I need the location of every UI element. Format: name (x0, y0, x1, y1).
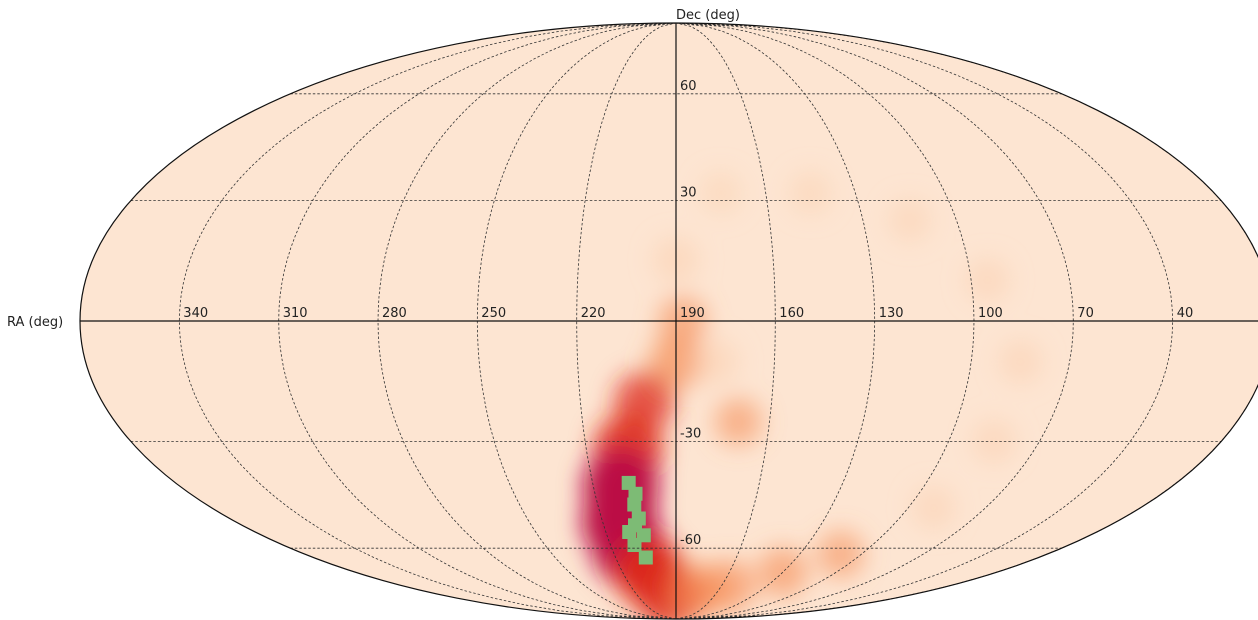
ra-tick-label: 220 (581, 306, 606, 321)
dec-tick-label: 30 (680, 186, 697, 201)
meridian-line (278, 22, 677, 620)
probability-blob-20 (817, 530, 865, 579)
probability-blob-4 (887, 198, 932, 242)
observation-tile-7 (627, 538, 642, 552)
ra-tick-label: 250 (481, 306, 506, 321)
ra-tick-label: 100 (978, 306, 1003, 321)
dec-tick-label: 60 (680, 79, 697, 94)
observation-tile-5 (622, 525, 637, 539)
ra-tick-label: 130 (879, 306, 904, 321)
ra-tick-label: 160 (779, 306, 804, 321)
x-axis-label: RA (deg) (7, 315, 63, 330)
ra-tick-label: 190 (680, 306, 705, 321)
y-axis-label: Dec (deg) (676, 8, 740, 23)
ra-tick-label: 70 (1077, 306, 1094, 321)
probability-blob-21 (714, 398, 762, 446)
ra-tick-label: 40 (1177, 306, 1194, 321)
probability-heatmap (581, 171, 1043, 619)
observation-tile-2 (627, 497, 642, 512)
observation-tile-8 (638, 550, 653, 565)
probability-blob-5 (789, 171, 832, 215)
probability-blob-3 (965, 258, 1010, 303)
dec-tick-label: -60 (680, 533, 701, 548)
ra-tick-label: 310 (283, 306, 308, 321)
meridian-line (675, 22, 1074, 620)
probability-blob-2 (998, 339, 1043, 384)
observation-tile-0 (621, 475, 636, 490)
probability-blob-22 (692, 338, 739, 385)
ra-tick-label: 280 (382, 306, 407, 321)
probability-blob-1 (971, 419, 1017, 464)
observation-tile-1 (628, 486, 643, 501)
ra-tick-label: 340 (183, 306, 208, 321)
dec-tick-label: -30 (680, 426, 701, 441)
probability-blob-18 (702, 559, 756, 613)
probability-blob-6 (699, 171, 742, 214)
observation-tiles (621, 475, 653, 565)
probability-blob-0 (911, 485, 956, 531)
